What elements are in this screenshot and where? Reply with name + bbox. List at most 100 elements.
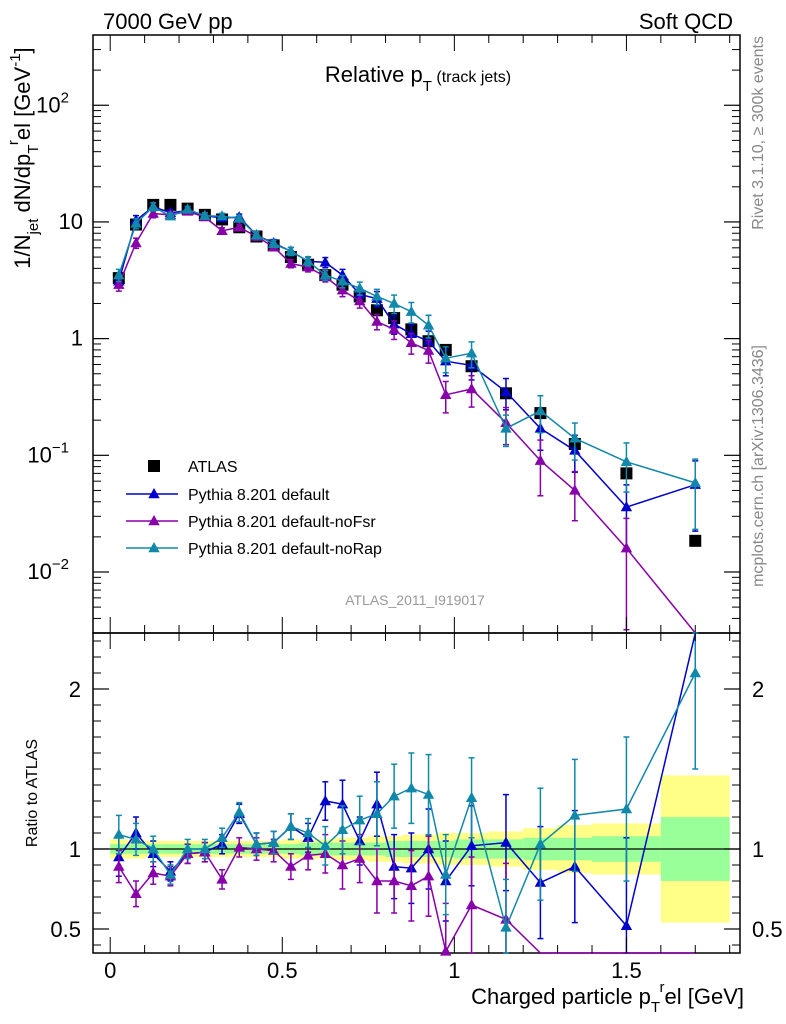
header-right: Soft QCD xyxy=(639,9,733,34)
ratio-data-point xyxy=(319,839,332,850)
ratio-data-point xyxy=(689,667,701,678)
main-y-label: 1/Njet dN/dpTrel [GeV-1] xyxy=(5,47,42,268)
ratio-data-point xyxy=(405,879,418,890)
ratio-data-point xyxy=(440,868,452,879)
mc-data-point xyxy=(405,305,418,316)
ratio-data-point xyxy=(216,831,228,842)
ratio-data-point xyxy=(302,849,314,860)
mc-data-point xyxy=(500,422,512,433)
ratio-data-point xyxy=(354,852,366,863)
mc-data-point xyxy=(371,290,383,301)
ratio-data-point xyxy=(534,838,547,849)
ratio-data-point xyxy=(267,836,280,847)
main-y-tick-label: 102 xyxy=(36,89,69,117)
x-axis-label: Charged particle pTrel [GeV] xyxy=(471,979,744,1016)
ratio-data-point xyxy=(113,860,125,871)
ratio-data-point xyxy=(500,836,512,847)
ratio-series-line xyxy=(118,632,697,928)
mc-data-point xyxy=(388,297,400,308)
mc-data-point xyxy=(147,200,159,211)
mc-data-point xyxy=(216,210,228,221)
mc-data-point xyxy=(267,237,280,248)
ratio-data-point xyxy=(465,899,478,910)
ratio-panel: 0.5 0.5 1 1 2 2 0 0.5 1 1.5 Ratio to ATLAS Charg… xyxy=(24,632,783,1016)
mc-data-point xyxy=(199,209,211,220)
mc-data-point xyxy=(569,484,581,495)
ratio-data-point xyxy=(465,839,478,850)
mc-data-point xyxy=(336,284,349,295)
ratio-data-point xyxy=(422,788,435,799)
ratio-y-tick-label-right: 2 xyxy=(752,677,764,702)
ratio-data-point xyxy=(113,828,125,839)
ratio-y-tick-label-left: 0.5 xyxy=(50,917,81,942)
mc-data-point xyxy=(689,476,701,488)
ratio-data-point xyxy=(569,809,581,820)
ratio-data-point xyxy=(285,860,297,871)
legend-label: Pythia 8.201 default-noRap xyxy=(188,541,382,558)
legend: ATLAS Pythia 8.201 default Pythia 8.201 de… xyxy=(126,459,382,558)
mc-data-point xyxy=(620,501,633,512)
ratio-data-point xyxy=(422,870,435,881)
ratio-data-point xyxy=(405,782,418,793)
mc-data-point xyxy=(354,282,366,293)
atlas-data-point xyxy=(689,534,702,547)
mc-series-line xyxy=(118,210,696,634)
mc-data-point xyxy=(302,255,314,266)
mc-data-point xyxy=(440,352,452,363)
mc-data-point xyxy=(285,257,297,268)
ratio-y-tick-label-left: 1 xyxy=(69,837,81,862)
main-y-tick-label: 10−1 xyxy=(27,439,69,467)
ratio-y-tick-label-right: 0.5 xyxy=(752,917,783,942)
legend-marker xyxy=(148,542,160,553)
main-y-tick-label: 10−2 xyxy=(27,556,69,584)
legend-label: Pythia 8.201 default xyxy=(188,487,330,504)
mc-data-point xyxy=(336,275,349,286)
ratio-data-point xyxy=(147,867,159,878)
main-y-tick-label: 1 xyxy=(71,326,83,351)
rivet-label: Rivet 3.1.10, ≥ 300k events xyxy=(750,36,767,230)
ratio-y-tick-label-left: 2 xyxy=(69,677,81,702)
ratio-data-point xyxy=(233,841,245,852)
mc-data-point xyxy=(319,269,332,280)
mc-data-point xyxy=(319,256,332,267)
main-title: Relative pT (track jets) xyxy=(325,62,511,95)
header-left: 7000 GeV pp xyxy=(103,9,233,34)
mc-data-point xyxy=(405,336,418,348)
ratio-data-point xyxy=(620,919,633,930)
ratio-data-point xyxy=(336,823,349,834)
mc-data-point xyxy=(113,269,125,280)
ratio-data-point xyxy=(388,875,400,886)
ratio-data-point xyxy=(440,945,452,956)
mc-data-point xyxy=(465,383,478,394)
mc-data-point xyxy=(569,432,581,443)
mc-data-point xyxy=(130,236,142,248)
mc-data-point xyxy=(250,229,263,240)
mc-data-point xyxy=(534,404,547,416)
ratio-data-point xyxy=(319,795,332,806)
ratio-data-point xyxy=(371,807,383,818)
ratio-y-label: Ratio to ATLAS xyxy=(24,739,41,847)
legend-marker-atlas xyxy=(148,460,160,472)
ratio-data-point xyxy=(164,868,177,879)
mc-data-point xyxy=(422,344,435,355)
ratio-data-point xyxy=(371,875,383,886)
mc-data-point xyxy=(336,269,349,280)
ratio-data-point xyxy=(336,859,349,870)
ratio-data-point xyxy=(285,820,297,831)
mc-data-point xyxy=(465,347,478,358)
ratio-data-point xyxy=(250,838,263,849)
ratio-data-point xyxy=(199,843,211,854)
ratio-y-tick-label-right: 1 xyxy=(752,837,764,862)
ratio-data-point xyxy=(181,843,194,854)
ratio-data-point xyxy=(233,806,245,817)
mc-data-point xyxy=(440,388,452,400)
ratio-data-point xyxy=(465,791,478,802)
ratio-data-point xyxy=(130,833,142,844)
watermark: ATLAS_2011_I919017 xyxy=(345,592,485,608)
ratio-data-point xyxy=(620,803,633,814)
mc-data-point xyxy=(130,217,142,228)
legend-marker xyxy=(148,488,160,499)
mc-data-point xyxy=(500,385,512,397)
